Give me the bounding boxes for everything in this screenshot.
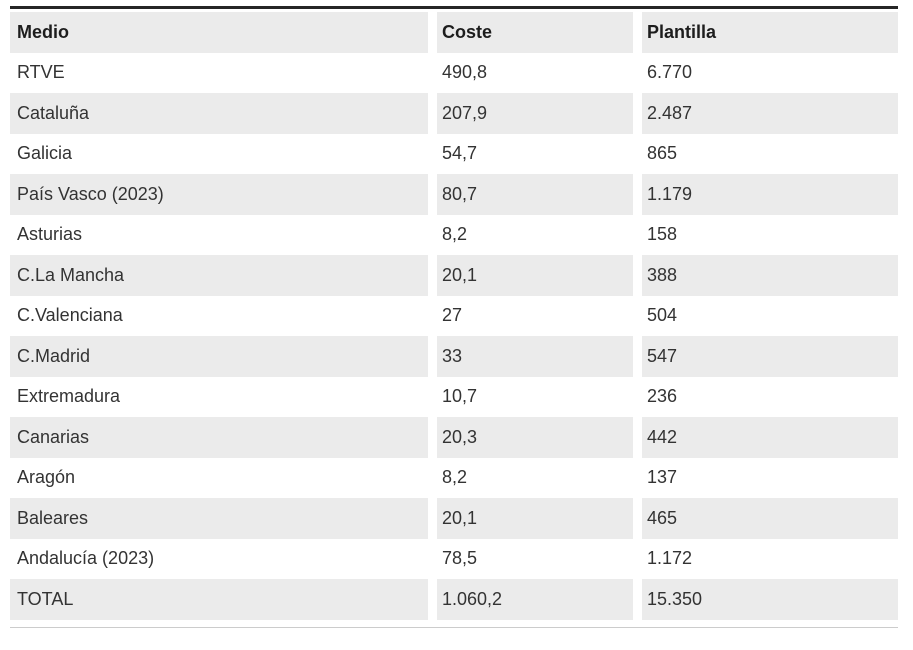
cell-medio: Canarias (10, 417, 428, 458)
total-row: TOTAL 1.060,2 15.350 (10, 579, 898, 620)
cell-plantilla: 236 (633, 376, 898, 417)
cell-plantilla: 865 (633, 133, 898, 174)
cell-medio: RTVE (17, 62, 65, 83)
cell-medio: Extremadura (17, 386, 121, 407)
cell-coste: 207,9 (428, 93, 633, 134)
data-table-container: Medio Coste Plantilla RTVE 490,8 6.770 Cata… (10, 6, 898, 628)
cell-medio: Baleares (10, 498, 428, 539)
table-row: Cataluña 207,9 2.487 (10, 93, 898, 134)
table-row: C.La Mancha 20,1 388 (10, 255, 898, 296)
cell-coste: 1.060,2 (428, 579, 633, 620)
cell-coste: 8,2 (428, 214, 633, 255)
cell-coste: 80,7 (428, 174, 633, 215)
cell-medio: TOTAL (10, 579, 428, 620)
cell-medio: Galicia (17, 143, 73, 164)
cell-coste: 20,3 (428, 417, 633, 458)
table-row: País Vasco (2023) 80,7 1.179 (10, 174, 898, 215)
cell-coste: 490,8 (428, 52, 633, 93)
cell-medio: Aragón (17, 467, 76, 488)
cell-plantilla: 2.487 (633, 93, 898, 134)
table-row: C.Valenciana 27 504 (10, 295, 898, 336)
table-row: C.Madrid 33 547 (10, 336, 898, 377)
table-row: Canarias 20,3 442 (10, 417, 898, 458)
table-bottom-border (10, 626, 898, 628)
cell-plantilla: 158 (633, 214, 898, 255)
cell-plantilla: 547 (633, 336, 898, 377)
cell-medio: Asturias (17, 224, 83, 245)
column-header-plantilla: Plantilla (633, 12, 898, 53)
cell-plantilla: 1.179 (633, 174, 898, 215)
column-header-medio: Medio (10, 12, 428, 53)
cell-plantilla: 15.350 (633, 579, 898, 620)
table-row: Galicia 54,7 865 (10, 133, 898, 174)
header-row: Medio Coste Plantilla (10, 12, 898, 53)
cell-plantilla: 442 (633, 417, 898, 458)
cell-plantilla: 1.172 (633, 538, 898, 579)
cell-medio: C.Madrid (10, 336, 428, 377)
cell-medio: País Vasco (2023) (10, 174, 428, 215)
table-row: Aragón 8,2 137 (10, 457, 898, 498)
cell-plantilla: 388 (633, 255, 898, 296)
table-body: RTVE 490,8 6.770 Cataluña 207,9 2.487 Galicia 5… (10, 52, 898, 620)
cell-coste: 20,1 (428, 498, 633, 539)
cell-coste: 10,7 (428, 376, 633, 417)
table-row: Asturias 8,2 158 (10, 214, 898, 255)
cell-plantilla: 504 (633, 295, 898, 336)
cell-coste: 20,1 (428, 255, 633, 296)
cell-medio: Cataluña (10, 93, 428, 134)
table-top-border (10, 6, 898, 9)
table-row: RTVE 490,8 6.770 (10, 52, 898, 93)
cell-medio: Andalucía (2023) (17, 548, 155, 569)
cell-plantilla: 137 (633, 457, 898, 498)
cell-coste: 54,7 (428, 133, 633, 174)
column-header-coste: Coste (428, 12, 633, 53)
cell-medio: C.La Mancha (10, 255, 428, 296)
cell-plantilla: 465 (633, 498, 898, 539)
table-row: Extremadura 10,7 236 (10, 376, 898, 417)
cell-coste: 33 (428, 336, 633, 377)
cell-plantilla: 6.770 (633, 52, 898, 93)
cell-coste: 8,2 (428, 457, 633, 498)
data-table: Medio Coste Plantilla RTVE 490,8 6.770 Cata… (10, 12, 898, 620)
table-row: Andalucía (2023) 78,5 1.172 (10, 538, 898, 579)
table-row: Baleares 20,1 465 (10, 498, 898, 539)
cell-coste: 27 (428, 295, 633, 336)
cell-medio: C.Valenciana (17, 305, 123, 326)
cell-coste: 78,5 (428, 538, 633, 579)
